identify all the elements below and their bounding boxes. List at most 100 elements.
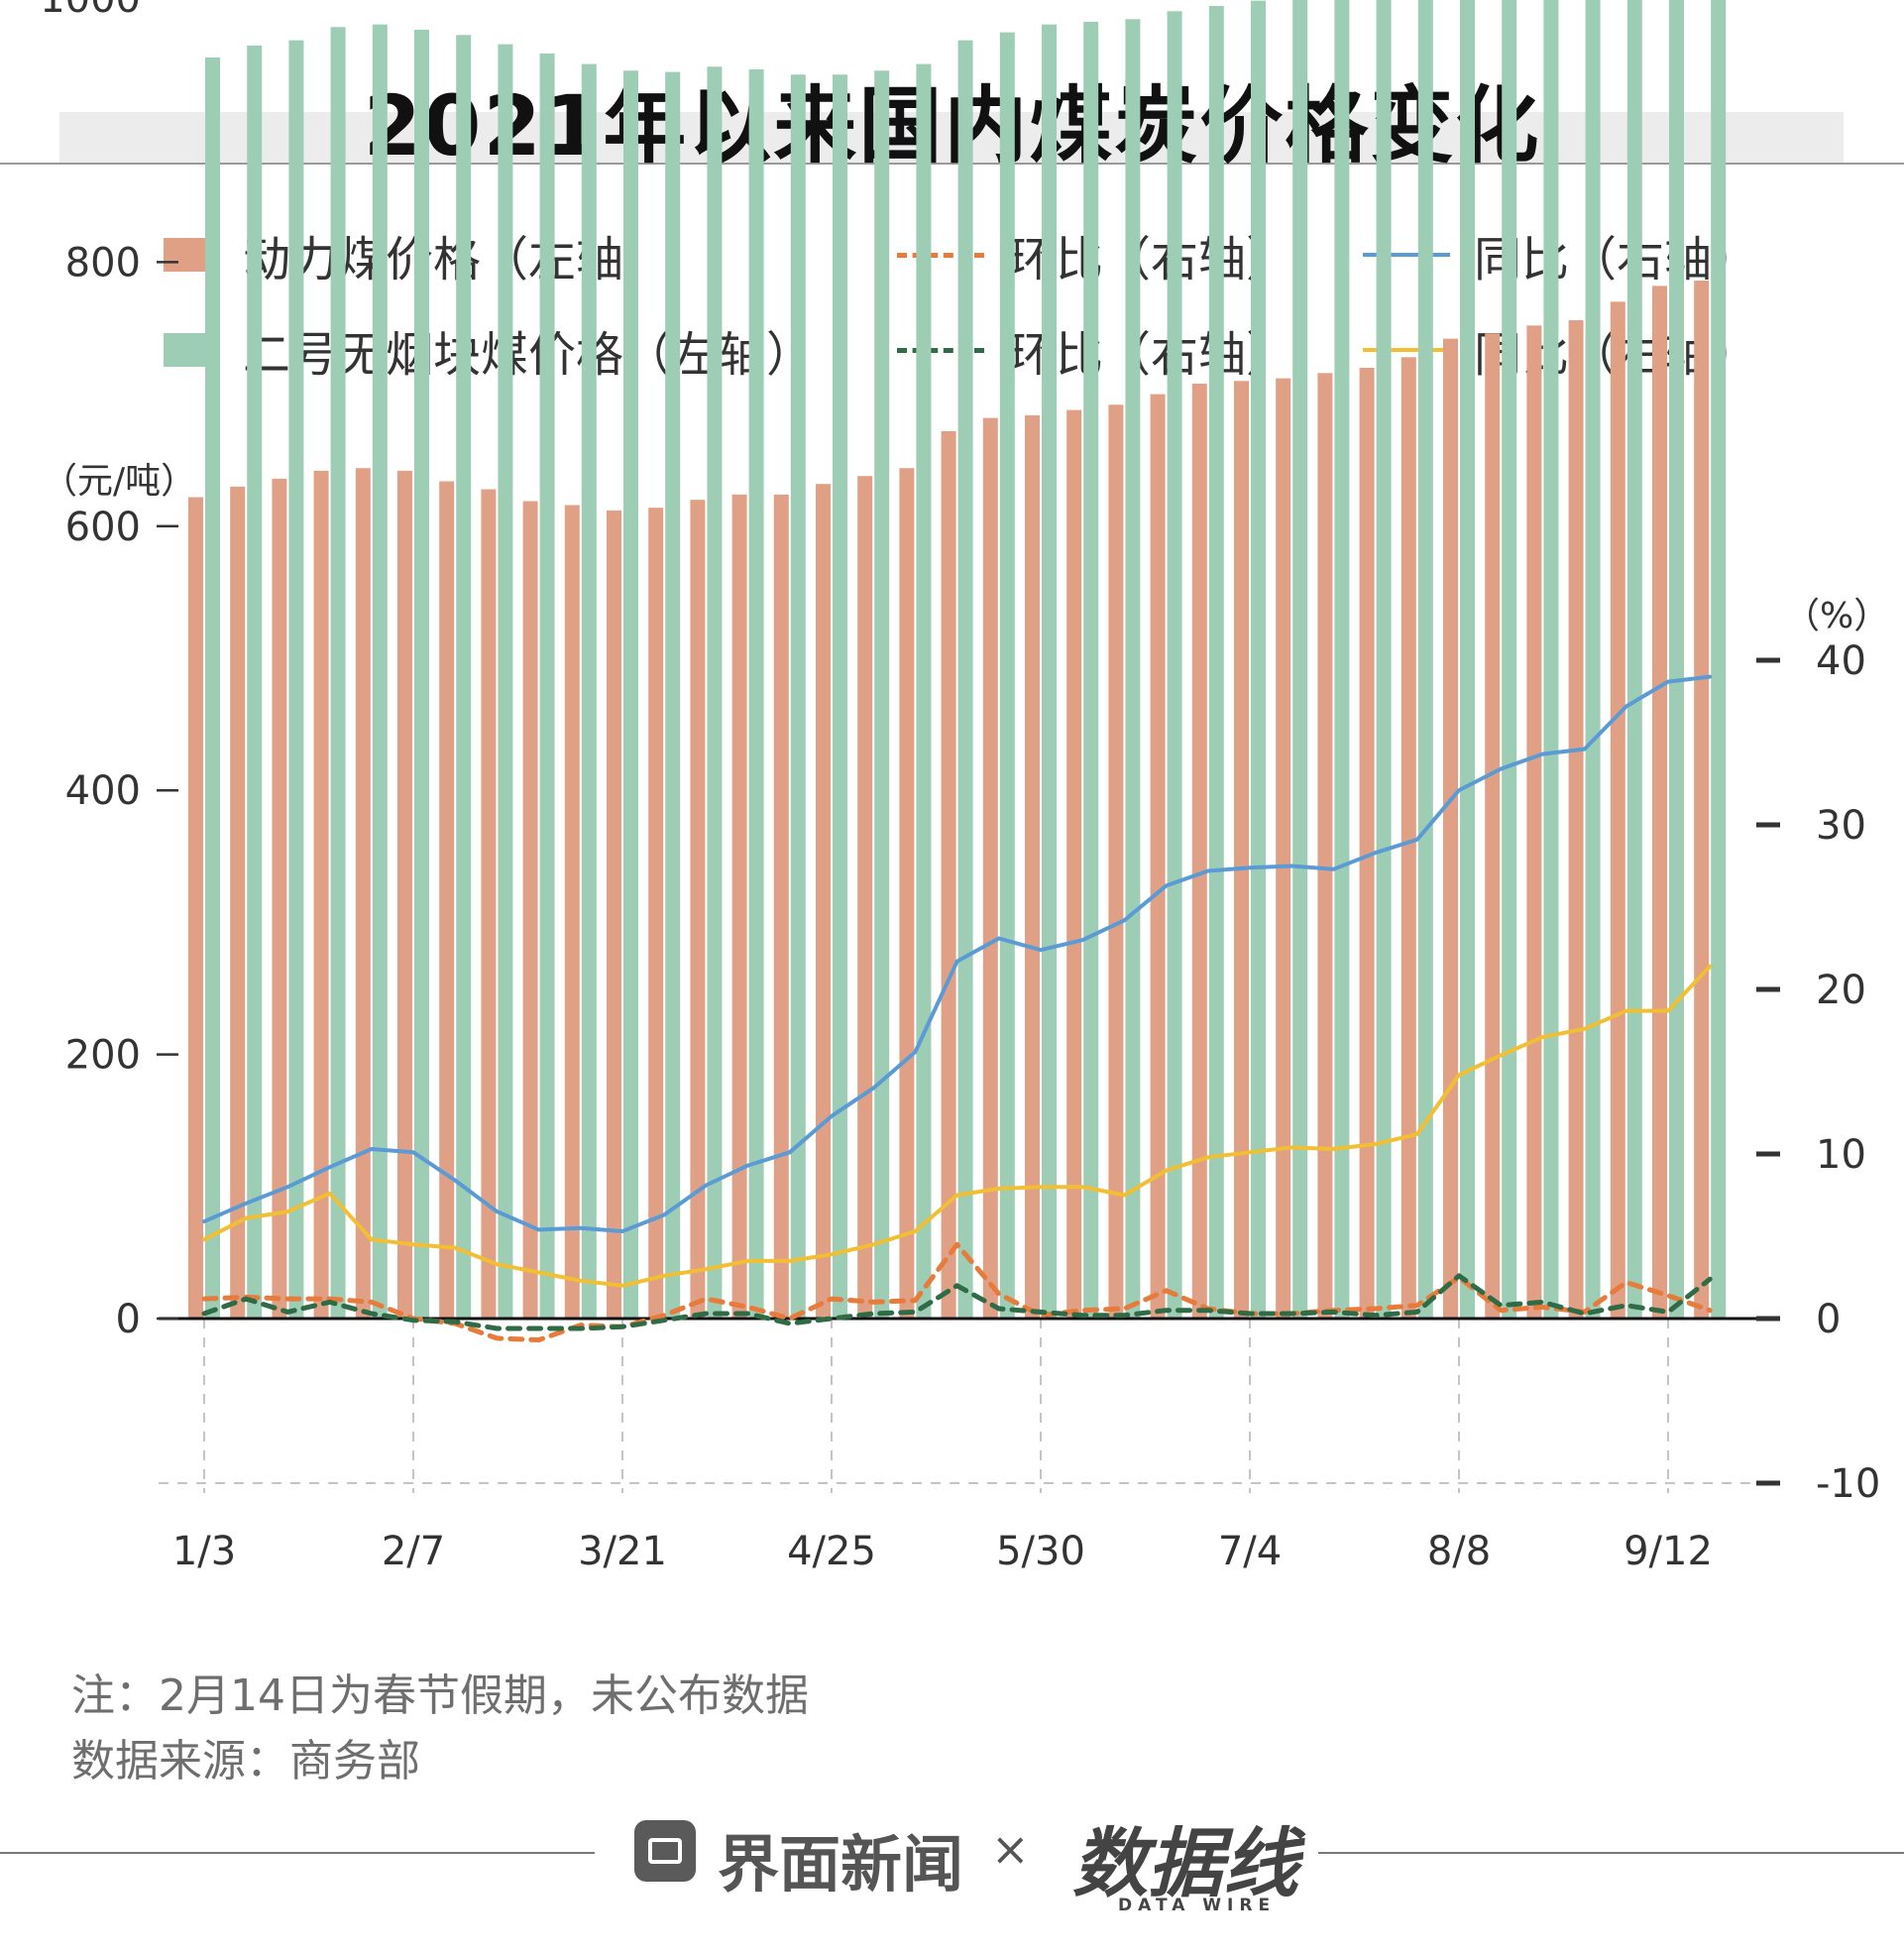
point-anthracite-mom [871, 1312, 875, 1316]
point-power-coal-yoy [1540, 752, 1544, 756]
point-anthracite-yoy [579, 1279, 583, 1283]
point-power-coal-mom [1122, 1307, 1126, 1311]
x-axis-label: 5/30 [996, 1529, 1085, 1574]
point-power-coal-mom [871, 1300, 875, 1304]
bar-power-coal [188, 497, 203, 1320]
point-anthracite-yoy [453, 1246, 457, 1250]
bar-anthracite [372, 24, 388, 1319]
right-axis-label: -10 [1816, 1461, 1880, 1507]
point-power-coal-yoy [1331, 867, 1335, 871]
right-axis-unit: （%） [1784, 596, 1890, 636]
point-anthracite-yoy [1499, 1053, 1503, 1057]
bar-anthracite [665, 71, 681, 1319]
point-anthracite-mom [579, 1326, 583, 1330]
point-anthracite-yoy [1583, 1027, 1587, 1031]
jiemian-logo-icon [634, 1820, 696, 1882]
point-anthracite-yoy [704, 1267, 708, 1271]
bar-anthracite [833, 74, 847, 1320]
point-power-coal-mom [1666, 1294, 1670, 1298]
brand-datawire-sub: DATA WIRE [1118, 1896, 1277, 1915]
bar-anthracite [1417, 0, 1433, 1319]
bar-power-coal [564, 505, 580, 1319]
point-power-coal-yoy [1122, 918, 1126, 922]
bar-power-coal [773, 494, 789, 1319]
point-power-coal-yoy [1039, 948, 1043, 952]
bar-anthracite [288, 40, 304, 1319]
point-power-coal-mom [370, 1300, 374, 1304]
point-power-coal-mom [1415, 1304, 1419, 1308]
point-power-coal-yoy [1289, 864, 1293, 868]
point-anthracite-yoy [202, 1237, 206, 1241]
point-anthracite-mom [788, 1322, 792, 1325]
bar-power-coal [1359, 367, 1375, 1320]
point-anthracite-mom [1039, 1310, 1043, 1314]
bar-power-coal [1652, 286, 1667, 1320]
point-anthracite-yoy [1122, 1194, 1126, 1198]
bar-anthracite [1251, 0, 1266, 1320]
point-power-coal-yoy [1165, 883, 1169, 887]
point-anthracite-mom [1457, 1274, 1461, 1278]
point-anthracite-yoy [1708, 965, 1712, 969]
bar-power-coal [1568, 320, 1584, 1319]
bar-power-coal [481, 489, 497, 1319]
bar-power-coal [1694, 281, 1710, 1320]
point-anthracite-mom [1708, 1277, 1712, 1281]
point-power-coal-mom [1540, 1305, 1544, 1309]
bar-power-coal [941, 430, 956, 1319]
bar-anthracite [1502, 0, 1517, 1320]
point-anthracite-yoy [495, 1262, 499, 1266]
bar-power-coal [1234, 381, 1249, 1319]
point-power-coal-mom [997, 1292, 1001, 1296]
point-anthracite-mom [202, 1312, 206, 1316]
point-anthracite-yoy [411, 1242, 415, 1246]
point-anthracite-mom [328, 1300, 332, 1304]
bar-power-coal [1276, 378, 1291, 1320]
point-power-coal-mom [495, 1336, 499, 1340]
point-anthracite-mom [1540, 1300, 1544, 1304]
point-power-coal-yoy [1080, 938, 1084, 942]
point-power-coal-mom [285, 1297, 289, 1301]
bar-power-coal [230, 486, 246, 1320]
bar-anthracite [790, 74, 806, 1320]
bar-anthracite [1376, 0, 1392, 1319]
bar-power-coal [1066, 409, 1082, 1320]
line-anthracite-mom [201, 1273, 1713, 1331]
bar-power-coal [1610, 301, 1625, 1319]
point-anthracite-mom [495, 1326, 499, 1330]
footer-rule-right [1318, 1852, 1904, 1854]
point-anthracite-yoy [955, 1194, 959, 1198]
point-anthracite-yoy [1624, 1009, 1628, 1013]
point-anthracite-mom [913, 1310, 917, 1314]
bar-power-coal [857, 476, 873, 1320]
point-anthracite-mom [1248, 1312, 1252, 1316]
bar-power-coal [816, 484, 831, 1319]
coal-price-chart: 020040060080010001200-100102030401/32/73… [40, 0, 1880, 1574]
bar-anthracite [999, 32, 1015, 1320]
point-power-coal-mom [704, 1297, 708, 1301]
point-anthracite-yoy [1331, 1147, 1335, 1151]
point-power-coal-mom [913, 1299, 917, 1303]
legend-swatch-anthracite-yoy [1363, 348, 1450, 352]
right-axis-label: 30 [1816, 803, 1866, 849]
brand-datawire: 数据线 [1072, 1819, 1298, 1907]
bar-power-coal [899, 468, 915, 1319]
bar-power-coal [1317, 373, 1333, 1320]
point-anthracite-yoy [1540, 1035, 1544, 1039]
point-power-coal-mom [746, 1305, 750, 1309]
point-power-coal-yoy [1666, 680, 1670, 684]
right-axis-label: 40 [1816, 638, 1866, 684]
point-power-coal-yoy [453, 1179, 457, 1183]
bar-power-coal [1526, 325, 1542, 1319]
bar-anthracite [1543, 0, 1559, 1320]
bar-power-coal [1191, 383, 1207, 1320]
point-power-coal-mom [830, 1297, 834, 1301]
point-anthracite-mom [370, 1312, 374, 1316]
bar-power-coal [1443, 338, 1458, 1319]
point-anthracite-yoy [285, 1209, 289, 1213]
point-anthracite-mom [746, 1312, 750, 1316]
point-anthracite-mom [1122, 1314, 1126, 1318]
bar-anthracite [581, 63, 597, 1320]
point-anthracite-yoy [1415, 1132, 1419, 1136]
line-power-coal-yoy [202, 674, 1713, 1233]
point-power-coal-mom [1080, 1309, 1084, 1313]
